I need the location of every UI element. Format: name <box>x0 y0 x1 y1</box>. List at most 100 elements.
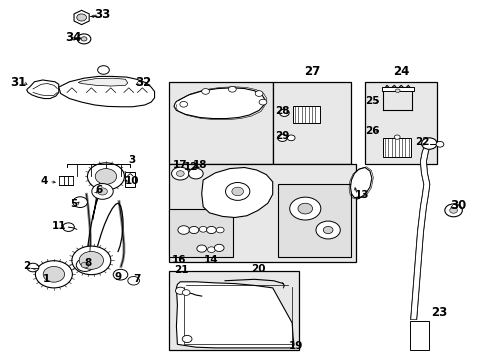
Circle shape <box>206 226 216 234</box>
Circle shape <box>176 171 184 176</box>
Circle shape <box>435 141 443 147</box>
Text: 21: 21 <box>174 265 188 275</box>
Bar <box>272 82 351 164</box>
Circle shape <box>297 203 312 214</box>
Text: 6: 6 <box>95 185 102 195</box>
Bar <box>381 87 413 91</box>
Circle shape <box>98 188 107 195</box>
Text: 20: 20 <box>250 264 265 274</box>
Circle shape <box>197 245 206 252</box>
Text: 8: 8 <box>84 258 91 268</box>
Text: 11: 11 <box>51 221 66 231</box>
Circle shape <box>77 14 86 21</box>
Bar <box>169 271 298 350</box>
Circle shape <box>81 37 87 41</box>
Circle shape <box>127 276 139 285</box>
Text: 10: 10 <box>124 176 139 186</box>
Circle shape <box>98 66 109 74</box>
Circle shape <box>175 287 185 294</box>
Text: 26: 26 <box>364 126 378 136</box>
Text: 29: 29 <box>275 131 289 141</box>
Polygon shape <box>201 167 272 217</box>
Text: 9: 9 <box>114 272 122 282</box>
Polygon shape <box>176 282 293 348</box>
Circle shape <box>277 134 287 141</box>
Bar <box>169 164 356 262</box>
Text: 22: 22 <box>414 138 429 148</box>
Text: 12: 12 <box>183 162 198 172</box>
Polygon shape <box>59 76 154 107</box>
Circle shape <box>113 269 127 280</box>
Circle shape <box>81 262 89 268</box>
Circle shape <box>27 263 39 272</box>
Circle shape <box>225 183 249 201</box>
Text: 16: 16 <box>171 255 186 265</box>
Text: 7: 7 <box>133 274 140 284</box>
Bar <box>169 208 232 257</box>
Polygon shape <box>350 167 371 199</box>
Text: 30: 30 <box>449 199 466 212</box>
Circle shape <box>421 138 436 149</box>
Circle shape <box>449 207 457 213</box>
Text: 1: 1 <box>42 274 50 284</box>
Circle shape <box>188 168 203 179</box>
Text: 24: 24 <box>392 64 408 77</box>
Circle shape <box>182 336 192 342</box>
Bar <box>409 321 428 350</box>
Text: 32: 32 <box>135 76 151 89</box>
Circle shape <box>287 135 294 141</box>
Circle shape <box>444 204 461 217</box>
Circle shape <box>228 86 236 92</box>
Circle shape <box>394 89 399 93</box>
Circle shape <box>231 187 243 196</box>
Bar <box>125 172 135 187</box>
Text: 14: 14 <box>203 255 218 265</box>
Circle shape <box>171 167 189 180</box>
Text: 2: 2 <box>23 261 30 271</box>
Circle shape <box>72 246 111 275</box>
Bar <box>365 82 436 164</box>
Circle shape <box>201 89 209 94</box>
Text: 23: 23 <box>430 306 446 319</box>
Text: 33: 33 <box>94 9 110 22</box>
Text: 19: 19 <box>288 341 302 351</box>
Circle shape <box>95 168 116 184</box>
Circle shape <box>255 91 263 96</box>
Text: 13: 13 <box>354 190 368 200</box>
Circle shape <box>35 261 72 288</box>
Circle shape <box>199 226 206 232</box>
Text: 5: 5 <box>70 199 77 209</box>
Bar <box>382 138 410 157</box>
Circle shape <box>76 258 94 271</box>
Circle shape <box>393 135 399 139</box>
Circle shape <box>259 99 266 105</box>
Bar <box>277 184 351 257</box>
Circle shape <box>216 227 224 233</box>
Text: 31: 31 <box>10 76 26 89</box>
Text: 18: 18 <box>192 160 206 170</box>
Circle shape <box>289 197 320 220</box>
Polygon shape <box>174 88 264 118</box>
Text: 28: 28 <box>275 107 289 116</box>
Bar <box>169 82 272 164</box>
Circle shape <box>315 221 340 239</box>
Circle shape <box>323 226 332 234</box>
Polygon shape <box>410 144 430 319</box>
Circle shape <box>214 244 224 251</box>
Circle shape <box>77 34 91 44</box>
Text: 34: 34 <box>65 31 81 44</box>
Text: 25: 25 <box>364 96 378 106</box>
Text: 4: 4 <box>41 176 48 186</box>
Text: 3: 3 <box>128 156 135 165</box>
Text: 27: 27 <box>304 64 320 77</box>
Polygon shape <box>78 78 127 86</box>
Polygon shape <box>27 80 59 99</box>
Circle shape <box>178 226 189 234</box>
Circle shape <box>92 184 113 199</box>
Circle shape <box>43 266 64 282</box>
Text: 17: 17 <box>173 160 187 170</box>
Circle shape <box>207 247 215 252</box>
Circle shape <box>79 251 103 269</box>
Circle shape <box>73 197 87 207</box>
Circle shape <box>87 163 124 190</box>
